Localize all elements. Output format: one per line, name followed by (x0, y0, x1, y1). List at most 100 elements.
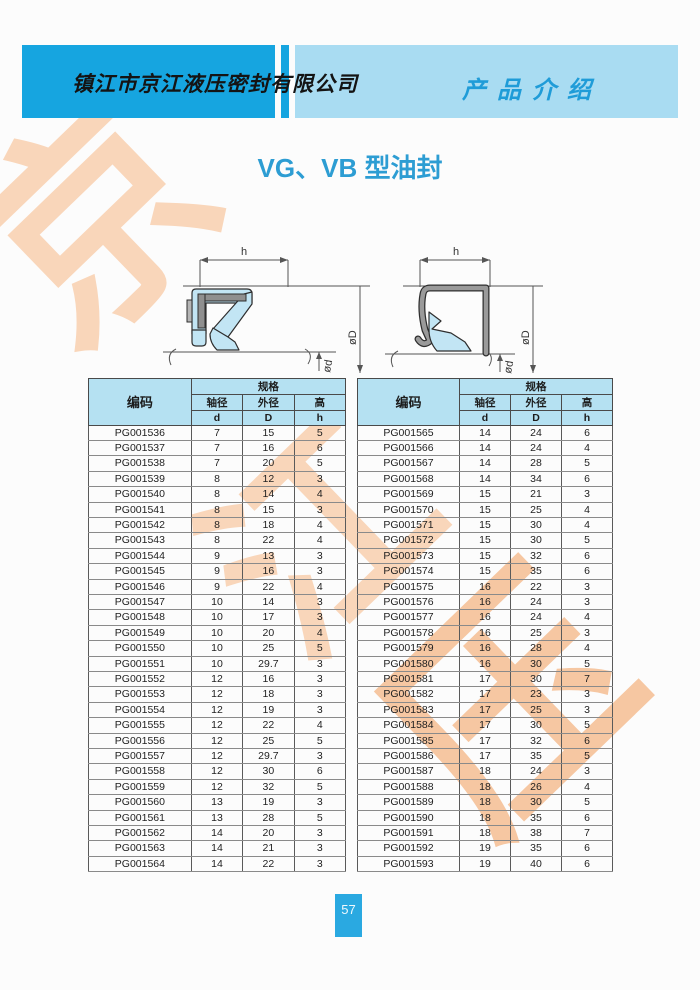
cell-h: 3 (561, 578, 613, 595)
cell-h: 3 (293, 840, 347, 857)
cell-code: PG001565 (357, 424, 460, 441)
table-row: PG001585 17 32 6 (357, 732, 613, 750)
table-row: PG001582 17 23 3 (357, 686, 613, 703)
cell-d: 9 (190, 547, 244, 565)
cell-D: 21 (510, 486, 562, 503)
cell-d: 12 (190, 670, 244, 688)
cell-h: 3 (293, 825, 347, 842)
dim-d-label: ød (502, 360, 516, 375)
col-header-outer: 外径 (242, 394, 295, 411)
cell-code: PG001593 (357, 855, 460, 873)
cell-D: 30 (510, 655, 562, 673)
cell-D: 38 (510, 825, 562, 842)
cell-code: PG001581 (357, 670, 460, 688)
cell-d: 19 (459, 840, 511, 857)
cell-code: PG001538 (88, 455, 192, 472)
table-row: PG001562 14 20 3 (88, 825, 347, 842)
cell-h: 4 (561, 439, 613, 457)
cell-code: PG001586 (357, 748, 460, 765)
cell-code: PG001573 (357, 547, 460, 565)
cell-h: 6 (561, 855, 613, 873)
cell-h: 7 (561, 670, 613, 688)
cell-h: 3 (561, 686, 613, 703)
cell-d: 18 (459, 763, 511, 780)
cell-h: 4 (561, 778, 613, 796)
cell-code: PG001587 (357, 763, 460, 780)
cell-d: 14 (190, 825, 244, 842)
col-header-height: 高 (561, 394, 613, 411)
cell-D: 24 (510, 424, 562, 441)
cell-D: 23 (510, 686, 562, 703)
cell-d: 14 (190, 840, 244, 857)
cell-h: 3 (561, 624, 613, 642)
table-row: PG001556 12 25 5 (88, 732, 347, 750)
col-header-D: D (242, 410, 295, 426)
cell-d: 17 (459, 717, 511, 734)
col-header-outer: 外径 (510, 394, 562, 411)
cell-D: 28 (510, 455, 562, 472)
cell-d: 17 (459, 670, 511, 688)
cell-code: PG001568 (357, 470, 460, 488)
cell-D: 13 (242, 547, 295, 565)
table-row: PG001576 16 24 3 (357, 593, 613, 611)
cell-code: PG001583 (357, 701, 460, 719)
cell-d: 10 (190, 640, 244, 657)
cell-D: 14 (242, 486, 295, 503)
table-row: PG001591 18 38 7 (357, 825, 613, 842)
dim-d-label: ød (321, 359, 335, 374)
cell-h: 4 (293, 624, 347, 642)
cell-d: 7 (190, 439, 244, 457)
table-row: PG001584 17 30 5 (357, 717, 613, 734)
cell-code: PG001545 (88, 563, 192, 580)
cell-D: 16 (242, 563, 295, 580)
cell-D: 19 (242, 794, 295, 811)
cell-D: 32 (242, 778, 295, 796)
table-row: PG001555 12 22 4 (88, 717, 347, 734)
cell-D: 30 (510, 717, 562, 734)
cell-code: PG001557 (88, 748, 192, 765)
cell-d: 13 (190, 809, 244, 827)
cell-d: 13 (190, 794, 244, 811)
cell-code: PG001582 (357, 686, 460, 703)
cell-h: 3 (293, 655, 347, 673)
cell-d: 14 (459, 470, 511, 488)
cell-h: 4 (561, 640, 613, 657)
table-row: PG001575 16 22 3 (357, 578, 613, 595)
table-row: PG001586 17 35 5 (357, 748, 613, 765)
table-row: PG001563 14 21 3 (88, 840, 347, 857)
cell-D: 30 (510, 794, 562, 811)
table-row: PG001592 19 35 6 (357, 840, 613, 857)
cell-code: PG001564 (88, 855, 192, 873)
cell-code: PG001588 (357, 778, 460, 796)
cell-code: PG001561 (88, 809, 192, 827)
cell-D: 12 (242, 470, 295, 488)
cell-D: 22 (510, 578, 562, 595)
cell-h: 3 (293, 501, 347, 518)
cell-h: 3 (293, 563, 347, 580)
cell-D: 35 (510, 563, 562, 580)
cell-h: 5 (293, 778, 347, 796)
col-header-spec: 规格 (459, 378, 613, 395)
cell-h: 4 (293, 486, 347, 503)
table-body-right: PG001565 14 24 6 PG001566 14 24 4 PG001567 14 28 5 P… (357, 424, 613, 873)
cell-d: 15 (459, 501, 511, 518)
cell-code: PG001569 (357, 486, 460, 503)
header-bar-divider (281, 45, 289, 118)
cell-code: PG001567 (357, 455, 460, 472)
cell-D: 16 (242, 670, 295, 688)
table-row: PG001580 16 30 5 (357, 655, 613, 673)
table-row: PG001552 12 16 3 (88, 670, 347, 688)
cell-D: 22 (242, 578, 295, 595)
cell-code: PG001547 (88, 593, 192, 611)
cell-d: 12 (190, 763, 244, 780)
cell-h: 5 (561, 717, 613, 734)
cell-d: 16 (459, 655, 511, 673)
cell-D: 24 (510, 609, 562, 626)
cell-d: 10 (190, 609, 244, 626)
cell-h: 6 (293, 763, 347, 780)
cell-D: 15 (242, 501, 295, 518)
table-row: PG001567 14 28 5 (357, 455, 613, 472)
table-row: PG001542 8 18 4 (88, 516, 347, 534)
cell-h: 5 (293, 640, 347, 657)
cell-h: 4 (293, 532, 347, 549)
